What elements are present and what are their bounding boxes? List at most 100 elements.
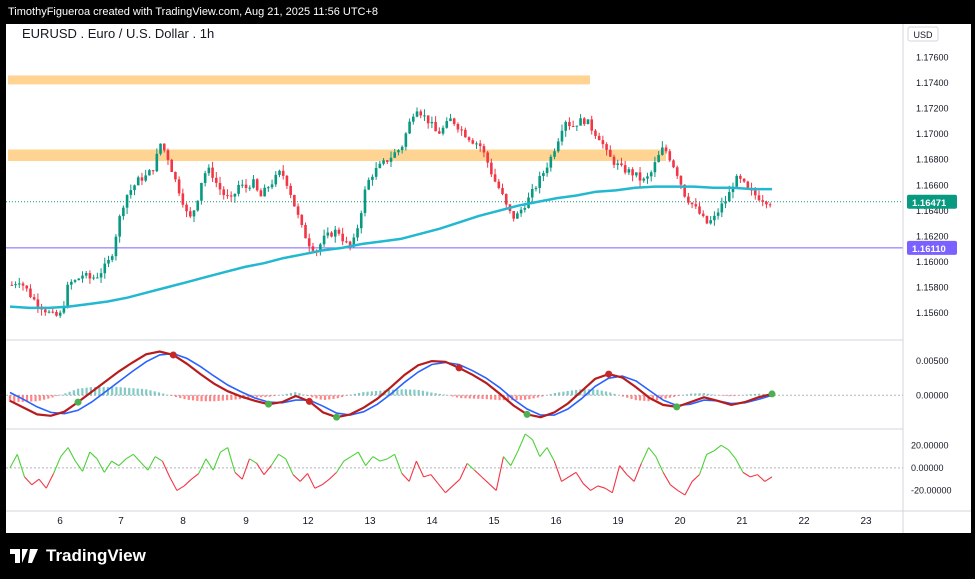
candle-body bbox=[207, 167, 211, 174]
candle-body bbox=[761, 200, 765, 202]
candle-body bbox=[449, 118, 452, 122]
osc-tick-label: -20.00000 bbox=[911, 485, 952, 495]
candle-body bbox=[452, 118, 456, 125]
candle-body bbox=[162, 143, 166, 151]
candle-body bbox=[110, 256, 114, 260]
time-tick-label: 14 bbox=[426, 516, 438, 527]
oscillator-segment bbox=[292, 474, 301, 482]
candle-body bbox=[493, 174, 497, 182]
macd-line bbox=[9, 350, 773, 419]
candle-body bbox=[378, 163, 382, 168]
candle-body bbox=[259, 190, 263, 197]
candle-body bbox=[51, 311, 55, 313]
oscillator-segment bbox=[118, 458, 127, 467]
candle-body bbox=[47, 311, 51, 313]
logo-text: TradingView bbox=[46, 546, 146, 565]
tradingview-logo[interactable]: TradingView bbox=[10, 546, 146, 566]
candle-body bbox=[341, 233, 344, 242]
candle-body bbox=[698, 206, 701, 214]
candle-body bbox=[237, 184, 240, 194]
candle-body bbox=[55, 311, 58, 316]
oscillator-segment bbox=[568, 471, 577, 478]
candle-body bbox=[412, 116, 415, 122]
price-axis[interactable]: 1.17600 1.17400 1.17200 1.17000 1.16800 1.166… bbox=[911, 53, 952, 496]
candle-body bbox=[155, 153, 159, 172]
candle-body bbox=[434, 121, 437, 132]
candle-body bbox=[32, 297, 36, 300]
macd-pane bbox=[6, 350, 903, 421]
candle-body bbox=[356, 228, 359, 238]
oscillator-segment bbox=[176, 485, 185, 491]
candle-body bbox=[612, 156, 616, 165]
candle-body bbox=[545, 167, 549, 174]
candle-body bbox=[181, 193, 185, 205]
oscillator-segment bbox=[285, 458, 294, 475]
candle-body bbox=[322, 235, 326, 245]
candle-body bbox=[81, 275, 84, 279]
candle-body bbox=[84, 273, 88, 276]
candle-body bbox=[363, 189, 367, 214]
chart-canvas[interactable]: 1.17600 1.17400 1.17200 1.17000 1.16800 1.166… bbox=[6, 24, 971, 533]
oscillator-segment bbox=[553, 460, 563, 482]
symbol-title[interactable]: EURUSD . Euro / U.S. Dollar . 1h bbox=[22, 26, 215, 41]
macd-tick-label: 0.00500 bbox=[916, 356, 949, 366]
candle-body bbox=[92, 277, 95, 279]
oscillator-segment bbox=[220, 447, 229, 453]
candle-body bbox=[144, 175, 147, 181]
candle-body bbox=[597, 135, 601, 141]
candle-body bbox=[571, 126, 575, 128]
candle-body bbox=[192, 210, 196, 217]
oscillator-segment bbox=[474, 469, 483, 478]
candle-body bbox=[653, 162, 657, 173]
candle-body bbox=[382, 160, 385, 164]
candle-body bbox=[512, 211, 515, 219]
candle-body bbox=[627, 169, 631, 173]
oscillator-segment bbox=[67, 447, 76, 462]
currency-badge[interactable] bbox=[907, 26, 939, 42]
oscillator-segment bbox=[45, 473, 55, 489]
macd-cross-up-dot bbox=[265, 400, 273, 408]
candle-body bbox=[293, 194, 296, 207]
support-price-badge bbox=[907, 240, 957, 255]
candle-body bbox=[642, 178, 646, 181]
candle-body bbox=[635, 172, 638, 176]
candle-body bbox=[96, 277, 99, 279]
oscillator-segment bbox=[684, 481, 693, 496]
oscillator-segment bbox=[611, 465, 621, 493]
candle-body bbox=[501, 187, 504, 195]
candle-body bbox=[371, 176, 374, 180]
osc-tick-label: 0.00000 bbox=[911, 463, 944, 473]
candle-body bbox=[486, 152, 489, 163]
candle-body bbox=[516, 213, 519, 219]
candle-body bbox=[408, 121, 411, 134]
candle-body bbox=[114, 236, 118, 257]
macd-cross-up-dot bbox=[673, 403, 681, 411]
candle-body bbox=[241, 184, 244, 186]
candle-body bbox=[426, 115, 430, 124]
oscillator-segment bbox=[604, 487, 613, 494]
oscillator-segment bbox=[677, 489, 686, 496]
candle-body bbox=[188, 211, 192, 217]
oscillator-segment bbox=[103, 460, 113, 473]
oscillator-segment bbox=[655, 456, 664, 473]
oscillator-segment bbox=[503, 456, 512, 466]
oscillator-segment bbox=[31, 478, 40, 486]
oscillator-segment bbox=[169, 476, 178, 491]
candle-body bbox=[58, 312, 62, 316]
candle-body bbox=[768, 204, 772, 206]
candle-body bbox=[393, 152, 397, 158]
oscillator-segment bbox=[706, 450, 715, 455]
chart-frame[interactable]: 1.17600 1.17400 1.17200 1.17000 1.16800 1.166… bbox=[6, 24, 971, 533]
candle-body bbox=[490, 162, 493, 175]
candle-body bbox=[504, 194, 508, 205]
macd-cross-down-dot bbox=[455, 364, 463, 372]
oscillator-segment bbox=[394, 454, 403, 474]
candle-body bbox=[620, 163, 623, 166]
candle-body bbox=[200, 182, 203, 201]
time-axis[interactable]: 6 7 8 9 12 13 14 15 16 19 20 21 22 23 bbox=[57, 516, 872, 527]
oscillator-segment bbox=[191, 473, 200, 480]
candle-body bbox=[244, 184, 248, 188]
oscillator-segment bbox=[161, 460, 171, 478]
oscillator-segment bbox=[524, 433, 533, 441]
candle-body bbox=[151, 170, 155, 172]
